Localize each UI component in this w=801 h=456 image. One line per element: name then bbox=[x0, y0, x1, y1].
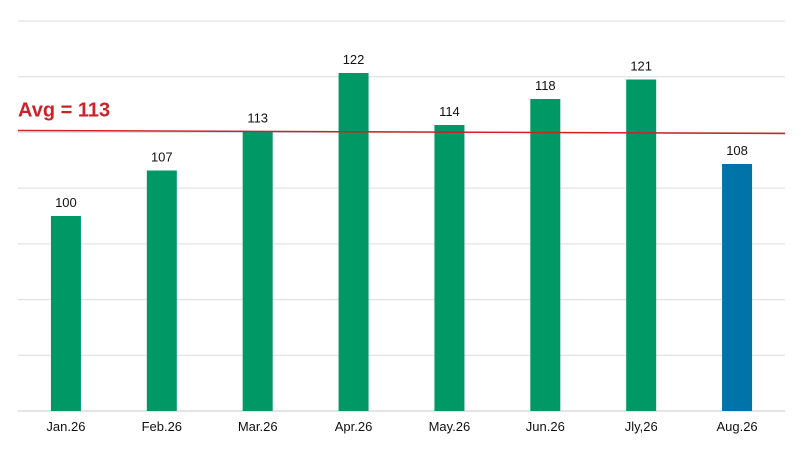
bar-mar-26 bbox=[242, 131, 273, 411]
average-line-group: Avg = 113 bbox=[17, 100, 786, 135]
data-label: 100 bbox=[55, 195, 77, 210]
bar-jly-26 bbox=[626, 79, 657, 411]
bar-jun-26 bbox=[530, 99, 561, 411]
data-label: 122 bbox=[343, 52, 365, 67]
x-tick-label: Jan.26 bbox=[46, 419, 85, 434]
data-label: 118 bbox=[535, 78, 556, 93]
data-label: 121 bbox=[630, 59, 652, 74]
chart-gridlines bbox=[18, 20, 785, 412]
chart-bars bbox=[50, 73, 753, 411]
chart-data-labels: 100 107 113 122 114 118 121 108 bbox=[55, 52, 748, 210]
x-tick-label: Jly,26 bbox=[625, 419, 658, 434]
data-label: 114 bbox=[439, 104, 460, 119]
data-label: 108 bbox=[726, 143, 748, 158]
average-line bbox=[17, 129, 786, 135]
bar-apr-26 bbox=[338, 73, 369, 411]
data-label: 107 bbox=[151, 150, 173, 165]
x-tick-label: Aug.26 bbox=[716, 419, 757, 434]
bar-aug-26 bbox=[722, 164, 753, 411]
x-tick-label: Feb.26 bbox=[142, 419, 182, 434]
bar-feb-26 bbox=[146, 170, 177, 411]
bar-may-26 bbox=[434, 125, 465, 411]
bar-jan-26 bbox=[50, 216, 81, 411]
x-tick-label: Mar.26 bbox=[238, 419, 278, 434]
x-tick-label: Apr.26 bbox=[335, 419, 373, 434]
average-label: Avg = 113 bbox=[18, 100, 110, 122]
x-tick-label: Jun.26 bbox=[526, 419, 565, 434]
x-tick-label: May.26 bbox=[429, 419, 471, 434]
data-label: 113 bbox=[247, 111, 268, 126]
x-axis-tick-labels: Jan.26 Feb.26 Mar.26 Apr.26 May.26 Jun.26 Jly,… bbox=[46, 419, 757, 434]
